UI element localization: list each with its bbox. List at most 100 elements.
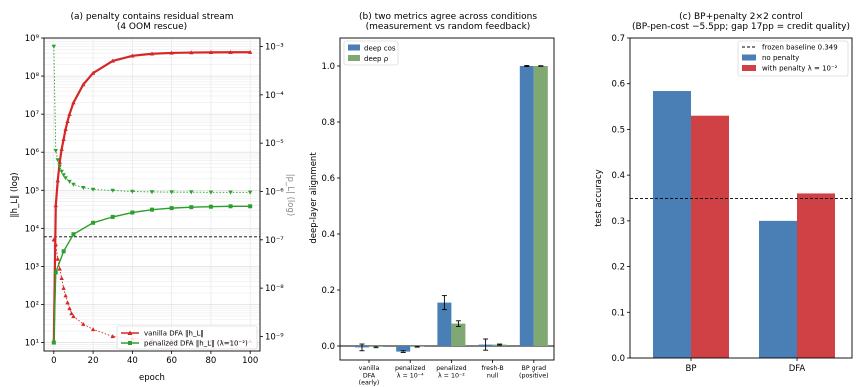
legend-label-penalized: penalized DFA ‖h_L‖ (λ=10⁻²) — [144, 340, 248, 348]
x-tick-label: 80 — [205, 356, 216, 366]
x-tick-label: 0 — [51, 356, 56, 366]
y-tick-label: 0.3 — [611, 217, 625, 227]
data-point — [65, 118, 70, 123]
data-point — [67, 179, 72, 184]
data-point — [57, 266, 62, 271]
panel-a-xlabel: epoch — [139, 373, 165, 383]
data-point — [63, 293, 68, 298]
x-tick-label: BP grad — [522, 365, 547, 372]
data-point — [228, 190, 233, 195]
y2-tick-label: 10⁻⁶ — [265, 187, 284, 197]
x-tick-label: penalized — [395, 365, 425, 372]
panel-c-frame — [629, 37, 853, 359]
panel-a-y2label: |p_L| (log) — [285, 174, 295, 216]
x-tick-label: DFA — [789, 364, 806, 374]
panel-a-ylabel: ‖h_L‖ (log) — [10, 172, 20, 217]
panel-b-frame — [339, 37, 555, 361]
data-point — [71, 100, 76, 105]
legend-swatch-deep-cos — [348, 44, 360, 51]
y-tick-label: 0.4 — [321, 230, 335, 240]
data-point — [169, 206, 174, 211]
data-point — [51, 44, 57, 49]
panel-c-subtitle: (BP-pen-cost −5.5pp; gap 17pp = credit q… — [632, 22, 850, 32]
panel-c-legend: frozen baseline 0.349 no penalty with pe… — [737, 40, 849, 77]
data-point — [55, 256, 60, 261]
y-tick-label: 10⁹ — [25, 34, 40, 44]
data-point — [90, 70, 96, 75]
bar — [797, 193, 835, 358]
series-line-0 — [52, 51, 251, 343]
data-point — [90, 187, 96, 192]
data-point — [91, 220, 96, 225]
panel-b: (b) two metrics agree across conditions … — [309, 12, 555, 387]
y-tick-label: 0.2 — [321, 286, 335, 296]
data-point — [81, 185, 86, 190]
data-point — [110, 334, 115, 339]
x-tick-label: fresh-B — [482, 365, 504, 372]
data-point — [71, 182, 76, 187]
data-point — [61, 249, 66, 254]
legend-label-vanilla: vanilla DFA ‖h_L‖ — [144, 330, 204, 338]
y-tick-label: 0.7 — [611, 34, 625, 44]
panel-b-subtitle: (measurement vs random feedback) — [366, 22, 531, 32]
data-point — [59, 169, 64, 174]
legend-label-no-penalty: no penalty — [762, 54, 799, 62]
x-tick-label: (early) — [359, 380, 380, 387]
data-point — [169, 50, 174, 55]
y2-tick-label: 10⁻⁸ — [265, 284, 284, 294]
data-point — [130, 53, 135, 58]
x-tick-label: (positive) — [519, 372, 549, 379]
data-point — [189, 50, 194, 55]
y2-tick-label: 10⁻⁷ — [265, 236, 284, 246]
data-point — [69, 311, 74, 316]
data-point — [110, 188, 115, 193]
data-point — [208, 190, 214, 195]
legend-swatch-with-penalty — [742, 65, 756, 71]
legend-label-baseline: frozen baseline 0.349 — [762, 44, 838, 52]
panel-a: (a) penalty contains residual stream (4 … — [10, 12, 295, 383]
legend-label-with-penalty: with penalty λ = 10⁻² — [762, 65, 838, 73]
legend-label-deep-rho: deep ρ — [364, 55, 389, 63]
panel-a-title: (a) penalty contains residual stream — [70, 12, 233, 22]
x-tick-label: penalized — [436, 365, 466, 372]
panel-b-title: (b) two metrics agree across conditions — [359, 12, 537, 22]
y2-tick-label: 10⁻⁴ — [265, 91, 284, 101]
data-point — [63, 126, 68, 131]
y-tick-label: 10³ — [25, 262, 39, 272]
data-point — [67, 306, 72, 311]
data-point — [149, 190, 155, 195]
panel-c-ylabel: test accuracy — [594, 169, 604, 226]
panel-a-legend: vanilla DFA ‖h_L‖ penalized DFA ‖h_L‖ (λ… — [116, 325, 258, 350]
bar — [533, 66, 548, 346]
y-tick-label: 0.6 — [611, 80, 625, 90]
data-point — [81, 82, 86, 87]
legend-box — [737, 40, 849, 77]
data-point — [51, 237, 57, 242]
data-point — [61, 285, 66, 290]
x-tick-label: vanilla — [359, 365, 380, 372]
x-tick-label: DFA — [363, 372, 376, 379]
y-tick-label: 10⁷ — [25, 110, 40, 120]
panel-a-frame — [43, 37, 261, 352]
y-tick-label: 0.1 — [611, 308, 625, 318]
data-point — [55, 158, 60, 163]
bar — [396, 346, 411, 352]
bar — [653, 91, 691, 359]
data-point — [71, 314, 76, 319]
bar — [437, 302, 452, 346]
data-point — [53, 203, 58, 208]
data-point — [247, 190, 253, 195]
x-tick-label: 40 — [127, 356, 138, 366]
data-point — [61, 173, 66, 178]
legend-swatch-deep-rho — [348, 55, 360, 61]
y-tick-label: 0.0 — [611, 354, 625, 364]
y-tick-label: 10⁴ — [25, 224, 40, 234]
y-tick-label: 10² — [25, 300, 39, 310]
legend-box — [116, 325, 258, 350]
y-tick-label: 0.2 — [611, 263, 625, 273]
bar — [451, 323, 466, 346]
y-tick-label: 0.4 — [611, 171, 625, 181]
data-point — [228, 204, 233, 209]
data-point — [208, 50, 214, 55]
